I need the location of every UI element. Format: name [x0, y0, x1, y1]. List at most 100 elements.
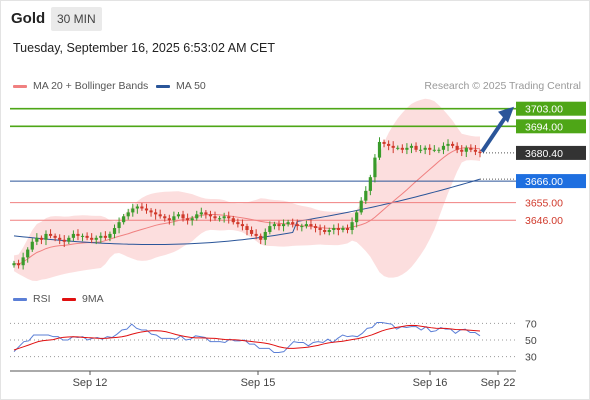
candle-body	[67, 237, 71, 242]
candle-body	[90, 237, 94, 240]
rsi-swatch	[13, 297, 27, 301]
candle-body	[345, 228, 350, 230]
candle-body	[204, 212, 208, 215]
candle-body	[291, 222, 295, 225]
x-tick-label: Sep 16	[413, 377, 448, 389]
candle-body	[108, 233, 112, 238]
level-tag-bg	[516, 174, 586, 189]
candle-body	[432, 149, 436, 151]
forecast-arrowhead	[498, 106, 514, 123]
candle-body	[99, 235, 103, 238]
candle-body	[44, 233, 48, 240]
candle-body	[227, 216, 231, 219]
candle-body	[450, 143, 455, 146]
candle-body	[423, 147, 427, 150]
candle-body	[441, 145, 446, 150]
research-credit: Research © 2025 Trading Central	[424, 80, 581, 92]
candle-body	[112, 228, 117, 234]
legend-label-ma50: MA 50	[176, 80, 206, 92]
candle-body	[76, 233, 80, 236]
candle-body	[368, 177, 372, 191]
candle-body	[30, 241, 34, 250]
candle-body	[71, 233, 75, 238]
candle-body	[12, 263, 16, 266]
9ma-swatch	[62, 297, 76, 301]
candle-body	[190, 218, 194, 221]
candle-body	[286, 222, 290, 225]
candle-body	[277, 224, 281, 227]
candle-body	[309, 224, 313, 227]
candle-body	[39, 237, 44, 240]
candle-body	[117, 222, 121, 229]
level-tag-current: 3680.40	[525, 148, 563, 160]
candle-body	[364, 190, 368, 201]
rsi-tick-label: 50	[525, 335, 537, 347]
x-tick-label: Sep 22	[481, 377, 516, 389]
candle-body	[85, 235, 89, 238]
candle-body	[195, 214, 199, 219]
candle-body	[377, 141, 382, 158]
level-tag-bg	[516, 145, 586, 160]
candle-body	[35, 237, 39, 242]
candle-body	[359, 200, 363, 213]
candle-body	[350, 222, 354, 230]
candle-body	[281, 224, 286, 227]
candle-body	[53, 235, 57, 238]
level-tag-pivot: 3666.00	[525, 176, 563, 188]
candle-body	[199, 212, 203, 215]
candle-body	[172, 216, 176, 221]
candle-body	[460, 149, 464, 152]
candle-body	[336, 228, 340, 230]
level-tag-support: 3655.00	[525, 198, 563, 210]
candle-body	[478, 151, 482, 153]
candle-body	[208, 214, 213, 217]
candle-body	[332, 228, 336, 230]
candle-body	[341, 228, 345, 230]
rsi-tick-label: 70	[525, 318, 537, 330]
chart-header: Gold 30 MIN	[0, 0, 590, 36]
candle-body	[469, 147, 473, 150]
candle-body	[163, 216, 167, 219]
legend-label-rsi: RSI	[33, 293, 51, 305]
candle-body	[21, 257, 25, 266]
timeframe-badge[interactable]: 30 MIN	[51, 7, 102, 31]
candle-body	[405, 147, 409, 150]
candle-body	[355, 212, 359, 223]
level-tag-bg	[516, 101, 586, 116]
ma20-swatch	[13, 84, 27, 88]
legend-label-9ma: 9MA	[82, 293, 104, 305]
candle-body	[396, 147, 400, 149]
candle-body	[473, 149, 478, 152]
candle-body	[122, 216, 126, 223]
candle-body	[400, 147, 404, 150]
candle-body	[94, 237, 98, 240]
candle-body	[304, 224, 308, 227]
asset-title: Gold	[11, 10, 46, 27]
candle-body	[222, 216, 226, 219]
candle-body	[254, 233, 258, 236]
candle-body	[26, 249, 30, 258]
x-tick-label: Sep 15	[241, 377, 276, 389]
candle-body	[181, 214, 185, 219]
legend-item-rsi: RSI	[13, 293, 51, 305]
candle-body	[158, 214, 162, 217]
candle-body	[313, 226, 318, 229]
candle-body	[263, 231, 267, 240]
candle-body	[176, 214, 181, 217]
legend-item-ma50: MA 50	[156, 80, 206, 92]
candle-body	[16, 263, 21, 266]
legend-label-ma20: MA 20 + Bollinger Bands	[33, 80, 149, 92]
candle-body	[300, 226, 304, 228]
level-tag-resistance: 3703.00	[525, 104, 563, 116]
candle-body	[240, 224, 245, 227]
level-tag-resistance: 3694.00	[525, 121, 563, 133]
candle-body	[391, 145, 395, 148]
level-tag-support: 3646.00	[525, 215, 563, 227]
candle-body	[373, 157, 377, 178]
candle-body	[318, 228, 322, 230]
candle-body	[464, 147, 468, 152]
candle-body	[272, 224, 277, 227]
legend-item-ma20: MA 20 + Bollinger Bands	[13, 80, 148, 92]
candle-body	[103, 235, 107, 238]
